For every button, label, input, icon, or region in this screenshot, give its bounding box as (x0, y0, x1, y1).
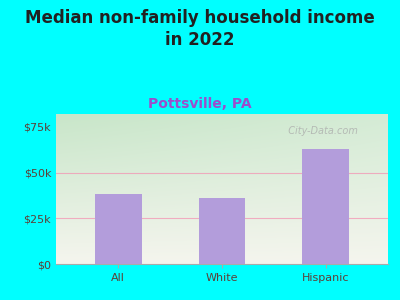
Text: Pottsville, PA: Pottsville, PA (148, 98, 252, 112)
Text: Median non-family household income
in 2022: Median non-family household income in 20… (25, 9, 375, 49)
Bar (95, 194, 142, 264)
Bar (199, 198, 245, 264)
Bar (302, 149, 349, 264)
Text: City-Data.com: City-Data.com (282, 126, 358, 136)
